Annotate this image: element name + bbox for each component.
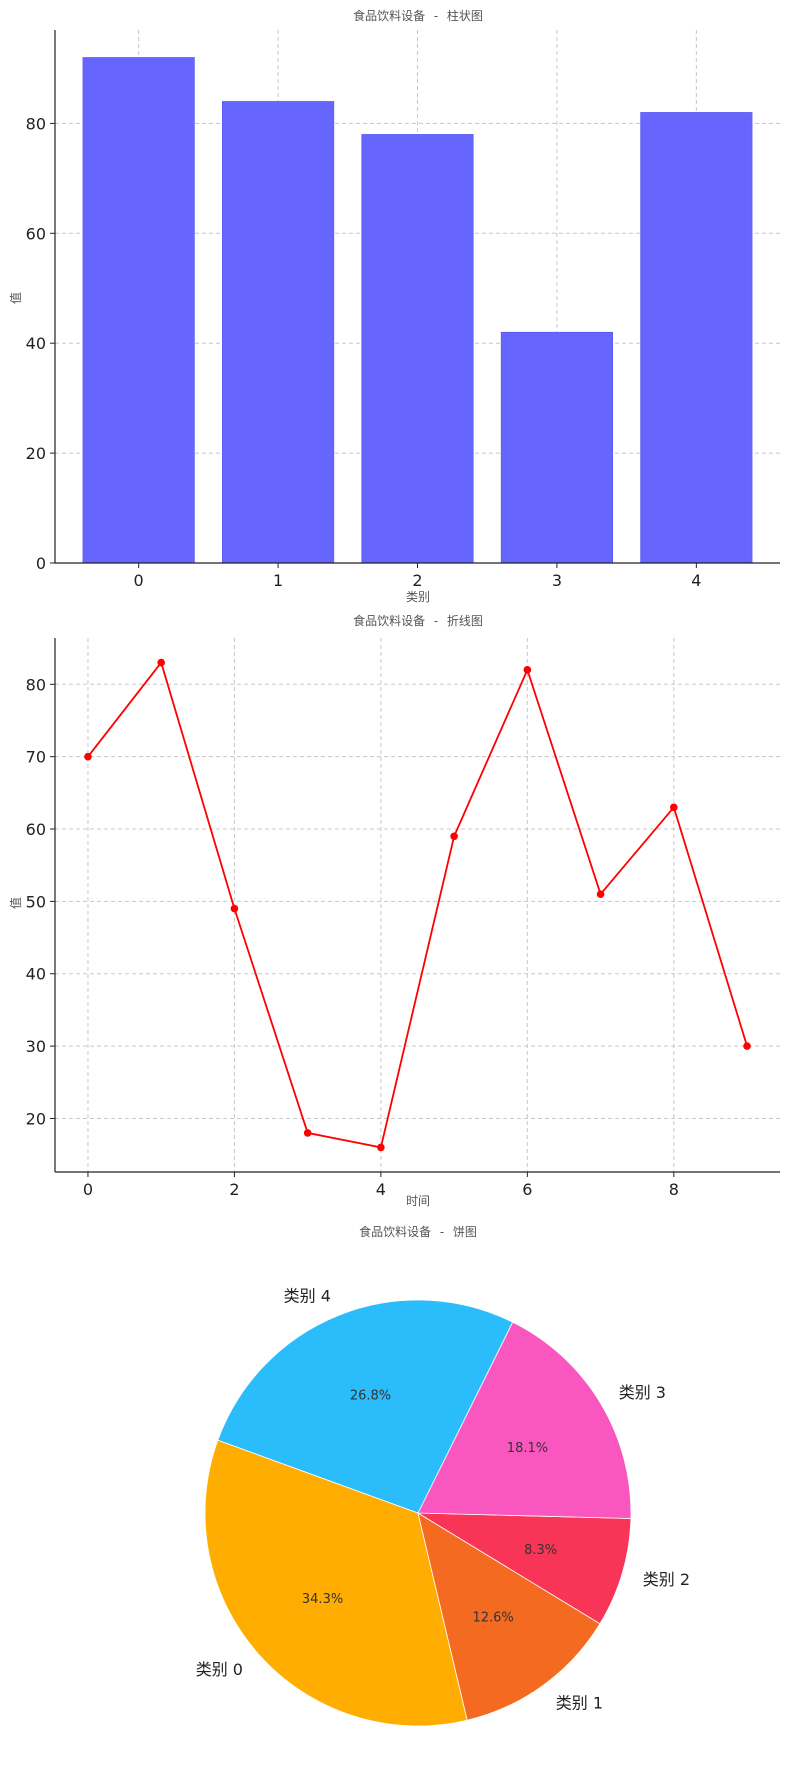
pie-category-label: 类别 2 [643, 1570, 690, 1589]
pie-category-label: 类别 0 [196, 1660, 243, 1679]
line-xtick-label: 2 [229, 1180, 239, 1199]
pie-chart: 食品饮料设备 - 饼图 34.3% 类别 0 12.6% 类别 1 8.3% 类别 2 18… [196, 1224, 690, 1727]
line-point [523, 666, 532, 674]
line-chart-xlabel: 时间 [406, 1194, 430, 1208]
line-ytick-label: 60 [26, 820, 46, 839]
line-point [377, 1143, 385, 1152]
pie-category-label: 类别 4 [284, 1286, 331, 1305]
bar-2 [361, 134, 474, 564]
line-ytick-label: 40 [26, 965, 46, 984]
line-ytick-label: 80 [26, 675, 46, 694]
bar-ytick-label: 60 [26, 224, 46, 243]
pie-slice-3 [417, 1321, 632, 1519]
line-point [743, 1042, 751, 1050]
pie-percent-label: 12.6% [472, 1610, 513, 1625]
pie-category-label: 类别 3 [619, 1383, 666, 1402]
bar-0 [82, 57, 195, 564]
line-point [450, 832, 458, 841]
pie-slice-2 [416, 1512, 632, 1625]
line-ytick-label: 20 [26, 1109, 46, 1128]
line-point [157, 658, 165, 667]
line-xtick-label: 0 [83, 1180, 93, 1199]
pie-percent-label: 34.3% [302, 1592, 343, 1607]
line-chart: 食品饮料设备 - 折线图 20 30 40 50 60 70 80 0 2 4 6 8 时间 值 [8, 613, 780, 1208]
bar-xtick-label: 1 [273, 571, 283, 590]
bar-chart-title: 食品饮料设备 - 柱状图 [353, 8, 483, 23]
line-xtick-label: 8 [669, 1180, 679, 1199]
line-point [596, 890, 605, 898]
line-series-path [87, 660, 748, 1149]
bar-xtick-label: 3 [552, 571, 562, 590]
bar-xtick-label: 0 [134, 571, 144, 590]
line-xtick-label: 4 [376, 1180, 386, 1199]
pie-chart-title: 食品饮料设备 - 饼图 [359, 1224, 477, 1239]
line-chart-title: 食品饮料设备 - 折线图 [353, 613, 483, 628]
bar-4 [640, 112, 753, 564]
bar-chart: 食品饮料设备 - 柱状图 0 20 40 60 80 0 1 2 3 4 类别 值 [8, 8, 780, 604]
line-ytick-label: 50 [26, 892, 46, 911]
bar-ytick-label: 20 [26, 444, 46, 463]
line-xtick-label: 6 [522, 1180, 532, 1199]
line-point [670, 803, 678, 812]
bar-xtick-label: 2 [412, 571, 422, 590]
bar-ytick-label: 40 [26, 334, 46, 353]
bar-3 [500, 331, 613, 564]
bar-chart-ylabel: 值 [8, 292, 23, 304]
pie-slice-4 [217, 1299, 514, 1514]
line-point [230, 904, 239, 913]
line-point [303, 1129, 312, 1137]
pie-slice-0 [204, 1439, 468, 1727]
bar-xtick-label: 4 [691, 571, 701, 590]
line-chart-ylabel: 值 [8, 897, 23, 909]
pie-slice-1 [417, 1512, 601, 1721]
line-ytick-label: 30 [26, 1037, 46, 1056]
pie-percent-label: 26.8% [350, 1388, 391, 1403]
pie-percent-label: 8.3% [524, 1543, 557, 1558]
bar-ytick-label: 0 [36, 554, 46, 573]
line-ytick-label: 70 [26, 748, 46, 767]
pie-category-label: 类别 1 [556, 1694, 603, 1713]
bar-ytick-label: 80 [26, 114, 46, 133]
bar-chart-xlabel: 类别 [406, 590, 430, 604]
line-point [84, 752, 92, 761]
bar-1 [222, 101, 335, 564]
pie-percent-label: 18.1% [507, 1441, 548, 1456]
